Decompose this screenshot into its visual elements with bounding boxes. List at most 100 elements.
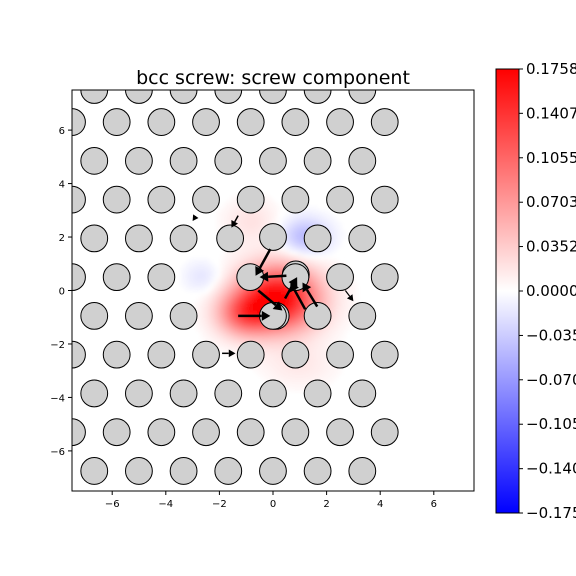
field-cell: [293, 242, 298, 247]
field-cell: [309, 374, 314, 380]
field-cell: [212, 318, 218, 324]
field-cell: [208, 294, 214, 300]
field-cell: [297, 306, 302, 312]
field-cell: [289, 382, 294, 388]
atom-circle: [169, 379, 198, 408]
field-cell: [224, 250, 230, 256]
field-cell: [313, 370, 318, 376]
atom-circle: [125, 301, 153, 330]
field-cell: [240, 294, 246, 300]
field-cell: [220, 282, 226, 288]
field-cell: [301, 246, 306, 251]
field-cell: [260, 342, 266, 348]
field-cell: [200, 266, 206, 272]
field-cell: [208, 326, 214, 332]
field-cell: [333, 370, 338, 376]
field-cell: [341, 330, 346, 336]
field-cell: [256, 286, 262, 292]
field-cell: [236, 286, 242, 292]
field-cell: [297, 242, 302, 247]
field-cell: [208, 338, 214, 344]
field-cell: [220, 330, 226, 336]
field-cell: [277, 278, 282, 284]
field-cell: [252, 298, 258, 304]
field-cell: [216, 218, 222, 223]
field-cell: [277, 282, 282, 288]
field-cell: [196, 278, 202, 284]
field-cell: [224, 262, 230, 268]
field-cell: [317, 218, 322, 223]
field-cell: [321, 290, 326, 296]
field-cell: [321, 370, 326, 376]
field-cell: [188, 274, 194, 280]
field-cell: [224, 302, 230, 308]
field-cell: [281, 298, 286, 304]
field-cell: [337, 294, 342, 300]
field-cell: [349, 302, 354, 308]
y-tick-label: −4: [50, 393, 65, 404]
field-cell: [345, 318, 350, 324]
field-cell: [240, 318, 246, 324]
field-cell: [285, 222, 290, 227]
field-cell: [220, 258, 226, 264]
field-cell: [293, 254, 298, 260]
field-cell: [212, 310, 218, 316]
field-cell: [224, 306, 230, 312]
field-cell: [252, 222, 258, 227]
field-cell: [289, 378, 294, 384]
field-cell: [252, 326, 258, 332]
field-cell: [240, 258, 246, 264]
field-cell: [192, 286, 198, 292]
field-cell: [228, 282, 234, 288]
field-cell: [208, 266, 214, 272]
field-cell: [341, 314, 346, 320]
field-cell: [317, 354, 322, 360]
field-cell: [236, 258, 242, 264]
field-cell: [317, 330, 322, 336]
field-cell: [305, 370, 310, 376]
field-cell: [256, 330, 262, 336]
field-cell: [252, 230, 258, 235]
atom-circle: [370, 340, 399, 369]
field-cell: [317, 362, 322, 368]
field-cell: [252, 250, 258, 256]
field-cell: [264, 330, 270, 336]
field-cell: [353, 298, 359, 304]
field-cell: [281, 218, 286, 223]
field-cell: [268, 266, 274, 272]
atom-circle: [216, 224, 245, 253]
atom-circle: [214, 90, 243, 104]
field-cell: [277, 378, 282, 384]
field-cell: [232, 306, 238, 312]
field-cell: [329, 214, 334, 219]
field-cell: [228, 258, 234, 264]
field-cell: [277, 266, 282, 272]
field-cell: [216, 346, 222, 352]
field-cell: [264, 286, 270, 292]
field-cell: [309, 214, 314, 219]
field-cell: [293, 374, 298, 380]
field-cell: [248, 310, 254, 316]
field-cell: [281, 362, 286, 368]
field-cell: [317, 358, 322, 364]
field-cell: [268, 374, 274, 380]
field-cell: [236, 206, 242, 211]
field-cell: [248, 242, 254, 247]
field-cell: [313, 346, 318, 352]
field-cell: [281, 290, 286, 296]
field-cell: [281, 294, 286, 300]
field-cell: [273, 370, 278, 376]
field-cell: [329, 370, 334, 376]
field-cell: [321, 374, 326, 380]
field-cell: [240, 330, 246, 336]
field-cell: [244, 242, 250, 247]
field-cell: [264, 206, 270, 211]
field-cell: [268, 342, 274, 348]
field-cell: [325, 286, 330, 292]
field-cell: [228, 298, 234, 304]
field-cell: [333, 218, 338, 223]
field-cell: [289, 290, 294, 296]
field-cell: [277, 298, 282, 304]
field-cell: [337, 226, 342, 231]
field-cell: [337, 290, 342, 296]
